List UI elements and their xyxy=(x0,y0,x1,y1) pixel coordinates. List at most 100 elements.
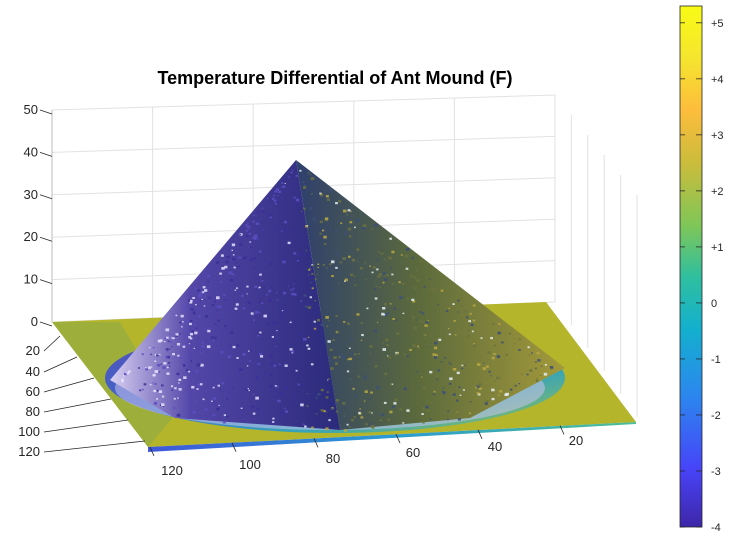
surface-facet xyxy=(294,395,297,397)
surface-facet xyxy=(449,383,452,385)
surface-facet xyxy=(175,339,177,340)
surface-facet xyxy=(352,259,355,262)
x-tick-label: 20 xyxy=(569,433,583,448)
surface-facet xyxy=(453,393,456,396)
y-tick-mark xyxy=(44,336,60,351)
surface-facet xyxy=(536,380,539,382)
surface-facet xyxy=(259,312,261,313)
surface-facet xyxy=(253,319,255,321)
surface-facet xyxy=(181,315,184,318)
surface-facet xyxy=(345,231,347,232)
surface-facet xyxy=(457,300,459,302)
surface-facet xyxy=(436,379,438,381)
surface-facet xyxy=(308,348,311,350)
surface-facet xyxy=(166,328,170,331)
surface-facet xyxy=(318,393,321,395)
surface-facet xyxy=(182,333,184,335)
surface-facet xyxy=(252,315,253,316)
surface-facet xyxy=(347,424,349,426)
surface-facet xyxy=(296,199,299,202)
surface-facet xyxy=(344,429,347,432)
surface-facet xyxy=(349,217,350,218)
y-tick-label: 100 xyxy=(18,424,40,439)
surface-facet xyxy=(354,227,356,229)
surface-facet xyxy=(455,333,456,334)
surface-facet xyxy=(374,330,377,333)
surface-facet xyxy=(238,371,239,372)
surface-facet xyxy=(304,184,306,185)
surface-facet xyxy=(414,287,417,289)
surface-facet xyxy=(509,333,511,335)
surface-facet xyxy=(193,312,196,314)
surface-facet xyxy=(455,334,457,335)
surface-facet xyxy=(376,386,380,389)
surface-facet xyxy=(228,356,231,359)
surface-facet xyxy=(447,341,449,343)
surface-facet xyxy=(284,239,285,240)
surface-facet xyxy=(387,355,388,356)
surface-facet xyxy=(153,390,156,392)
surface-facet xyxy=(232,250,234,251)
surface-facet xyxy=(282,310,283,311)
surface-facet xyxy=(380,253,382,255)
y-tick-mark xyxy=(44,441,145,452)
surface-facet xyxy=(209,297,211,299)
x-tick-label: 120 xyxy=(161,463,183,478)
surface-facet xyxy=(285,410,288,413)
y-tick-label: 120 xyxy=(18,444,40,459)
surface-facet xyxy=(139,389,141,391)
surface-facet xyxy=(443,392,446,394)
surface-facet xyxy=(207,275,210,277)
surface-facet xyxy=(308,173,310,174)
surface-facet xyxy=(259,251,262,253)
surface-facet xyxy=(401,254,403,256)
surface-facet xyxy=(278,217,279,218)
surface-facet xyxy=(519,338,521,340)
surface-facet xyxy=(149,347,151,348)
surface-facet xyxy=(336,411,338,413)
surface-facet xyxy=(370,392,373,394)
surface-facet xyxy=(182,321,184,322)
surface-facet xyxy=(245,256,247,257)
surface-facet xyxy=(321,389,324,391)
surface-facet xyxy=(166,337,169,339)
surface-facet xyxy=(221,382,224,384)
surface-facet xyxy=(348,209,351,211)
surface-facet xyxy=(256,223,259,226)
surface-facet xyxy=(491,389,494,392)
surface-facet xyxy=(340,208,342,209)
surface-facet xyxy=(379,273,382,276)
surface-facet xyxy=(535,361,537,362)
surface-facet xyxy=(481,337,483,339)
surface-facet xyxy=(184,362,186,364)
surface-facet xyxy=(250,259,253,262)
surface-facet xyxy=(298,334,301,336)
y-tick-mark xyxy=(44,399,111,412)
surface-facet xyxy=(213,397,216,400)
surface-facet xyxy=(458,386,460,388)
surface-facet xyxy=(327,199,330,201)
surface-facet xyxy=(299,170,301,172)
surface-facet xyxy=(189,323,192,325)
surface-facet xyxy=(275,203,277,205)
surface-facet xyxy=(275,346,276,347)
surface-facet xyxy=(427,344,430,346)
surface-facet xyxy=(356,219,360,222)
surface-facet xyxy=(441,361,443,362)
surface-facet xyxy=(228,271,232,274)
surface-facet xyxy=(328,419,330,421)
surface-facet xyxy=(429,371,432,373)
surface-facet xyxy=(233,388,235,389)
surface-facet xyxy=(321,193,323,195)
surface-facet xyxy=(179,321,181,323)
y-tick-mark xyxy=(44,357,77,372)
surface-facet xyxy=(177,343,180,346)
surface-facet xyxy=(540,375,542,376)
surface-facet xyxy=(537,359,540,362)
surface-facet xyxy=(296,163,298,165)
surface-facet xyxy=(303,294,306,297)
surface-facet xyxy=(292,352,293,353)
surface-facet xyxy=(359,408,361,409)
surface-facet xyxy=(248,231,250,233)
colorbar-tick-label: -4 xyxy=(711,522,721,534)
